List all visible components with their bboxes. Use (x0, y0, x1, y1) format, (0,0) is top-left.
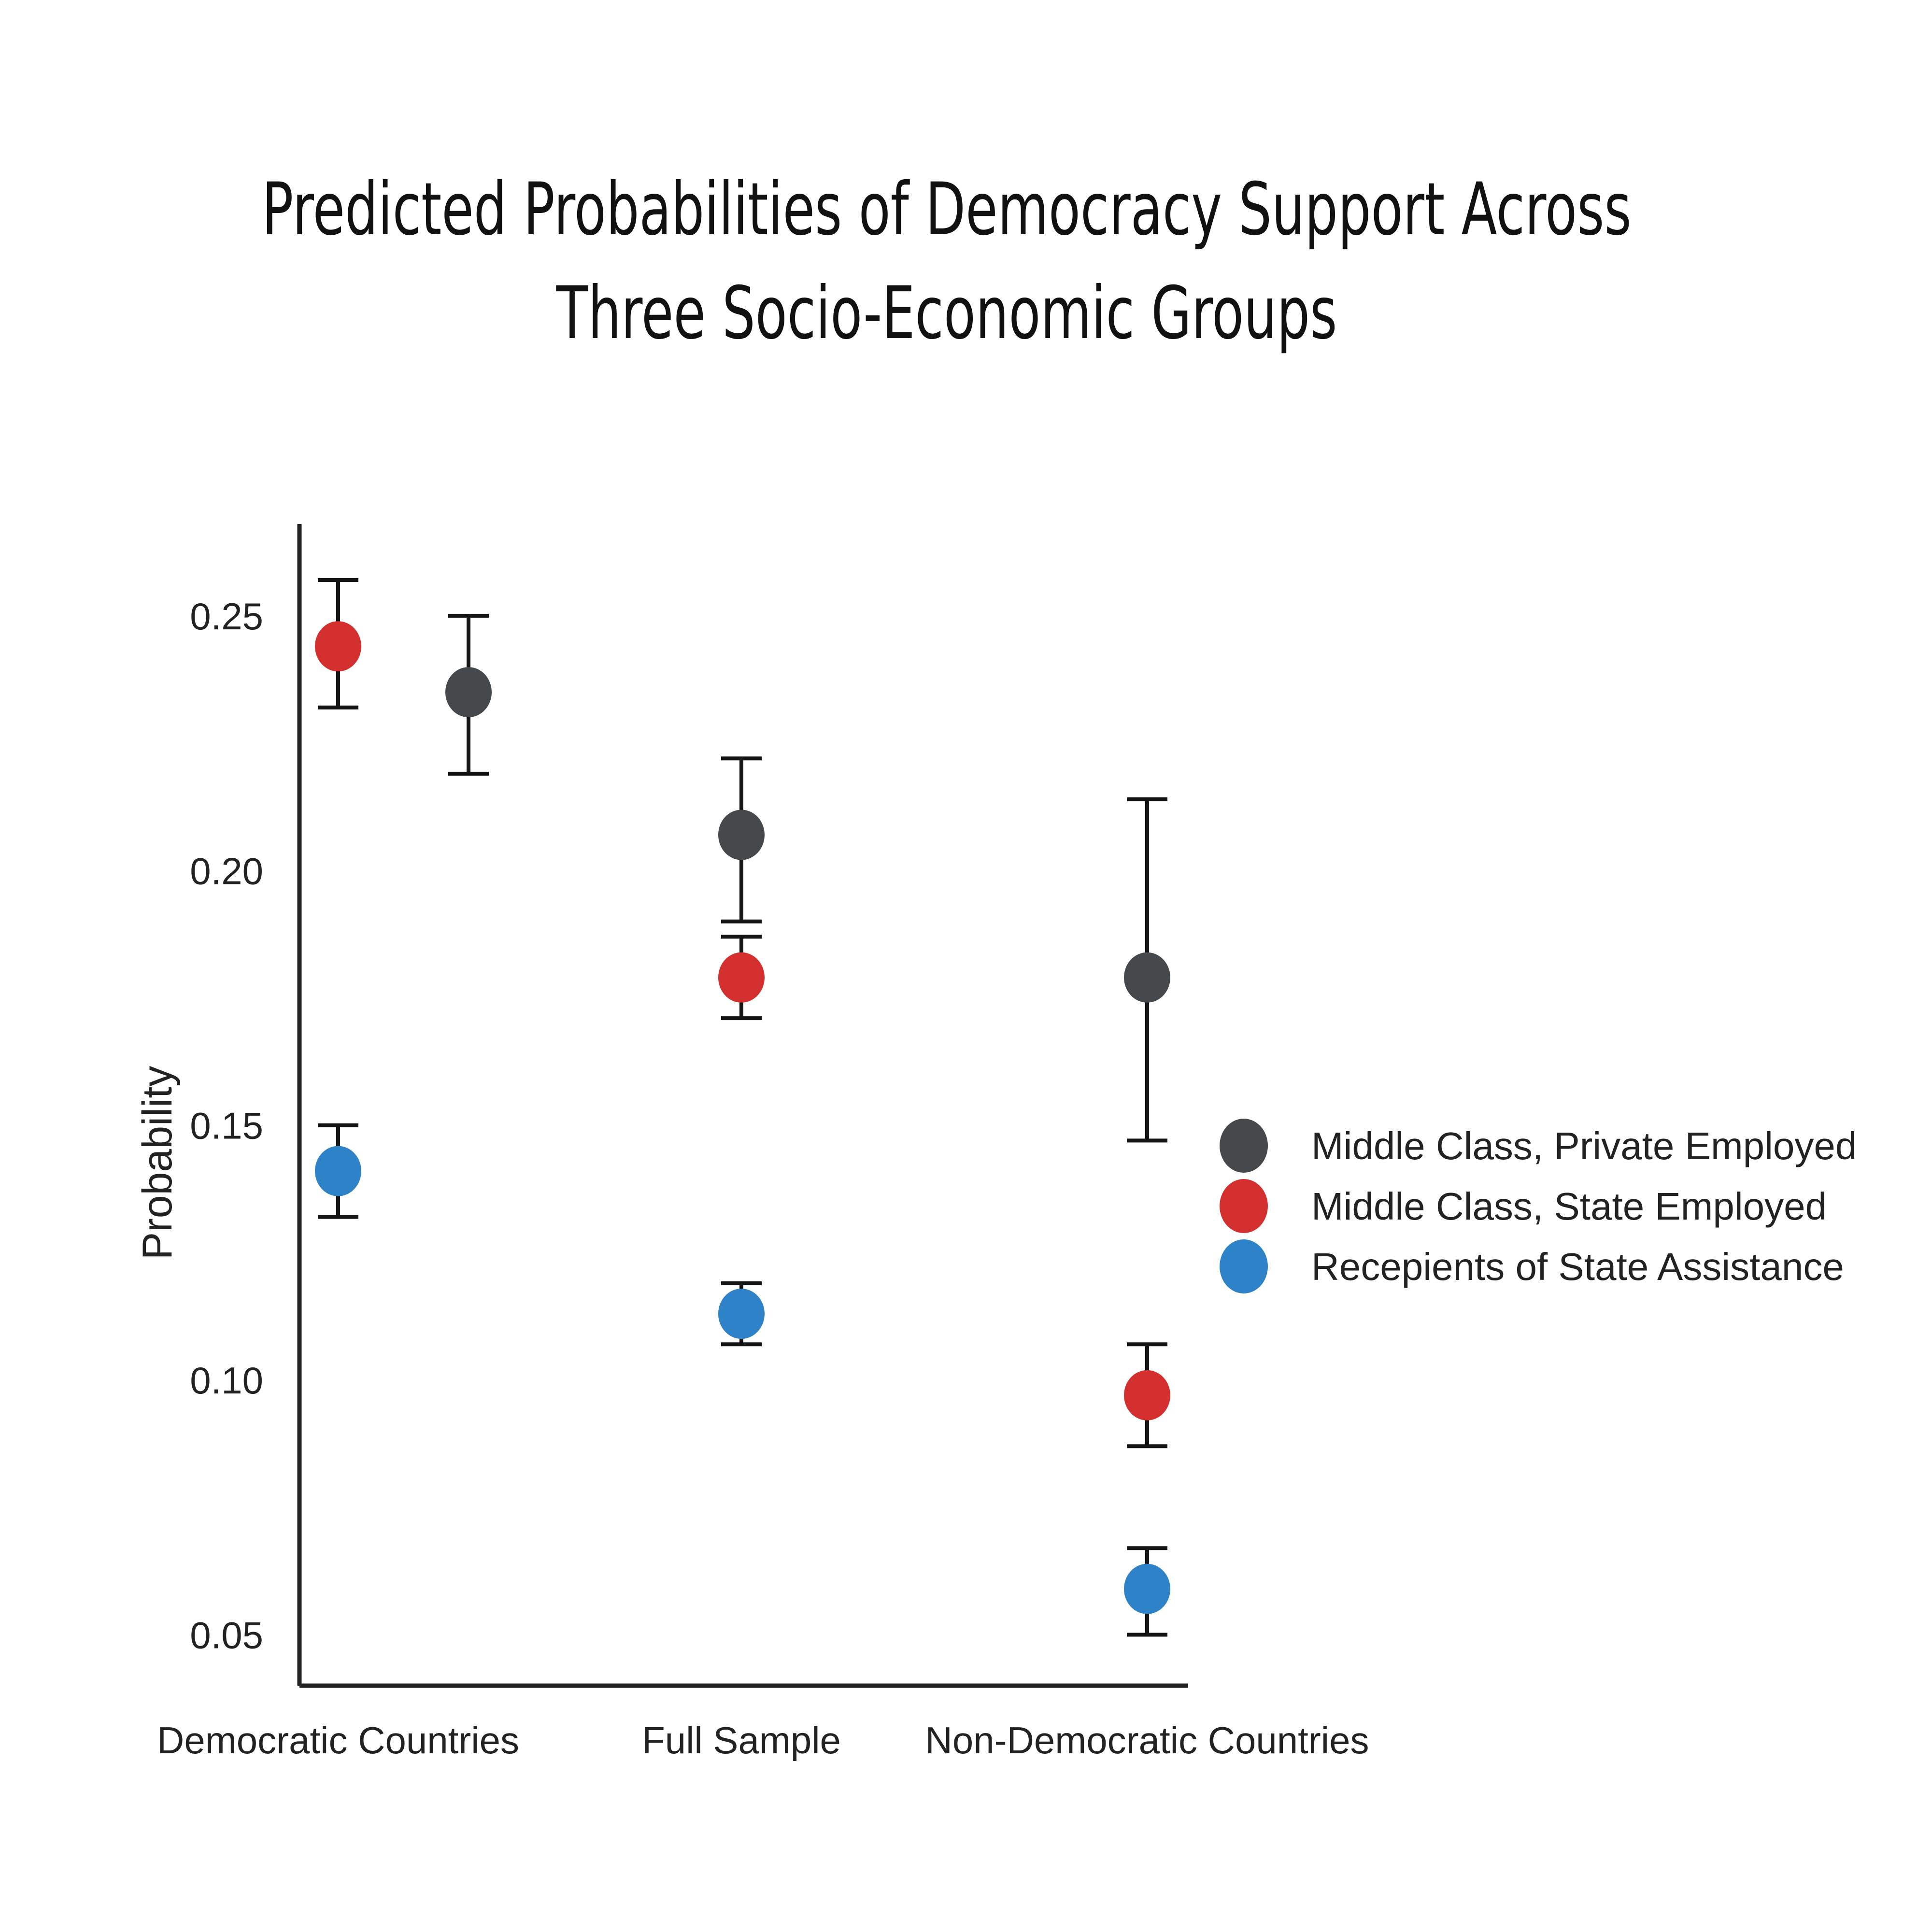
legend-label: Recepients of State Assistance (1311, 1245, 1844, 1288)
y-tick-label: 0.25 (190, 595, 263, 638)
plot-area: 0.05 0.10 0.15 0.20 0.25 Probability Democrati… (134, 524, 1369, 1762)
y-tick-label: 0.10 (190, 1359, 263, 1402)
y-tick-label: 0.05 (190, 1614, 263, 1657)
data-point-recepients-of-state-assistance-non-democratic-countries (1124, 1546, 1170, 1637)
legend-marker (1220, 1119, 1268, 1173)
data-point-middle-class-state-employed-full-sample (718, 935, 765, 1021)
point-marker (445, 667, 492, 718)
chart-title: Predicted Probabilities of Democracy Sup… (262, 167, 1631, 355)
point-marker (1124, 1563, 1170, 1614)
point-marker (315, 621, 361, 672)
point-marker (1124, 1370, 1170, 1421)
data-point-middle-class-state-employed-non-democratic-countries (1124, 1342, 1170, 1449)
legend-marker (1220, 1179, 1268, 1233)
x-tick-label: Democratic Countries (157, 1719, 519, 1762)
y-tick-label: 0.20 (190, 850, 263, 892)
chart-title-line-1: Predicted Probabilities of Democracy Sup… (262, 167, 1631, 251)
data-point-middle-class-private-employed-full-sample (718, 756, 765, 923)
point-marker (718, 952, 765, 1003)
legend-item-middle-class-state-employed: Middle Class, State Employed (1220, 1179, 1827, 1233)
point-marker (1124, 952, 1170, 1003)
y-axis-label: Probability (134, 1066, 181, 1260)
legend-item-middle-class-private-employed: Middle Class, Private Employed (1220, 1119, 1857, 1173)
y-tick-label: 0.15 (190, 1105, 263, 1147)
data-point-middle-class-private-employed-democratic-countries (445, 613, 492, 776)
point-marker (718, 810, 765, 860)
point-marker (315, 1146, 361, 1196)
data-point-middle-class-state-employed-democratic-countries (315, 578, 361, 710)
legend-item-recepients-of-state-assistance: Recepients of State Assistance (1220, 1239, 1844, 1293)
data-point-recepients-of-state-assistance-democratic-countries (315, 1123, 361, 1219)
x-tick-label: Non-Democratic Countries (925, 1719, 1369, 1762)
legend-label: Middle Class, State Employed (1311, 1185, 1827, 1228)
legend: Middle Class, Private Employed Middle Cla… (1220, 1119, 1857, 1293)
legend-marker (1220, 1239, 1268, 1293)
x-tick-label: Full Sample (642, 1719, 841, 1762)
legend-label: Middle Class, Private Employed (1311, 1124, 1857, 1167)
point-marker (718, 1288, 765, 1339)
chart-title-line-2: Three Socio-Economic Groups (556, 271, 1337, 355)
data-point-middle-class-private-employed-non-democratic-countries (1124, 797, 1170, 1143)
data-point-recepients-of-state-assistance-full-sample (718, 1281, 765, 1347)
